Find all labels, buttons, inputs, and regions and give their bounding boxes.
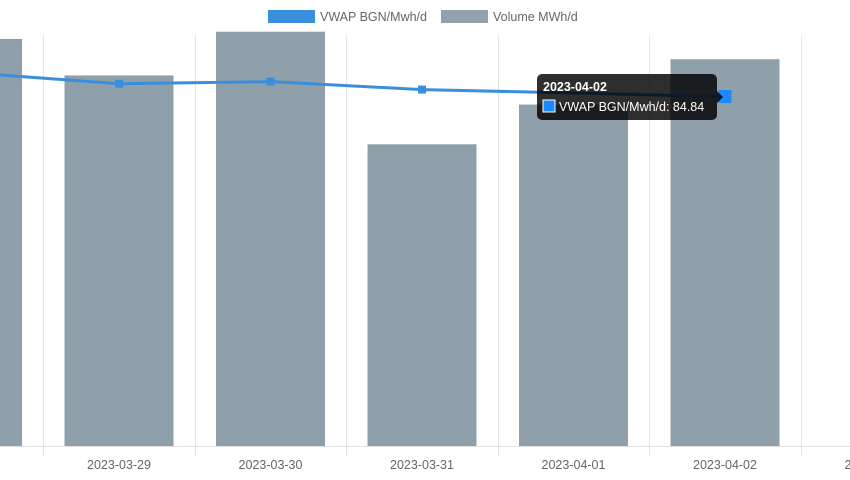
vwap-point[interactable] (266, 77, 275, 86)
vwap-point[interactable] (115, 79, 123, 88)
tooltip-swatch (542, 99, 556, 113)
x-tick-label: 2023-04-03 (845, 458, 850, 472)
tooltip-caret (717, 91, 723, 103)
x-tick-label: 2023-03-30 (239, 458, 303, 472)
tooltip-body: VWAP BGN/Mwh/d: 84.84 (559, 100, 704, 114)
x-tick-label: 2023-03-29 (87, 458, 151, 472)
vwap-point[interactable] (418, 85, 426, 94)
vwap-point-active[interactable] (718, 90, 732, 103)
legend-label-volume[interactable]: Volume MWh/d (493, 10, 578, 24)
legend: VWAP BGN/Mwh/d Volume MWh/d (268, 10, 578, 24)
vwap-line-series (0, 73, 732, 103)
volume-bar[interactable] (519, 104, 628, 447)
volume-bar[interactable] (0, 38, 22, 446)
x-tick-label: 2023-03-31 (390, 458, 454, 472)
volume-bars (0, 31, 780, 447)
legend-label-vwap[interactable]: VWAP BGN/Mwh/d (320, 10, 427, 24)
legend-swatch-volume[interactable] (441, 10, 488, 23)
tooltip: 2023-04-02 VWAP BGN/Mwh/d: 84.84 (537, 74, 723, 120)
volume-bar[interactable] (64, 75, 174, 447)
volume-bar[interactable] (367, 144, 477, 446)
volume-bar[interactable] (670, 59, 780, 446)
tooltip-box (537, 74, 717, 120)
x-tick-label: 2023-04-02 (693, 458, 757, 472)
volume-bar[interactable] (216, 31, 325, 447)
x-tick-label: 2023-04-01 (542, 458, 606, 472)
tooltip-title: 2023-04-02 (543, 80, 607, 94)
x-axis-ticks: 2023-03-282023-03-292023-03-302023-03-31… (87, 458, 850, 472)
legend-swatch-vwap[interactable] (268, 10, 315, 23)
